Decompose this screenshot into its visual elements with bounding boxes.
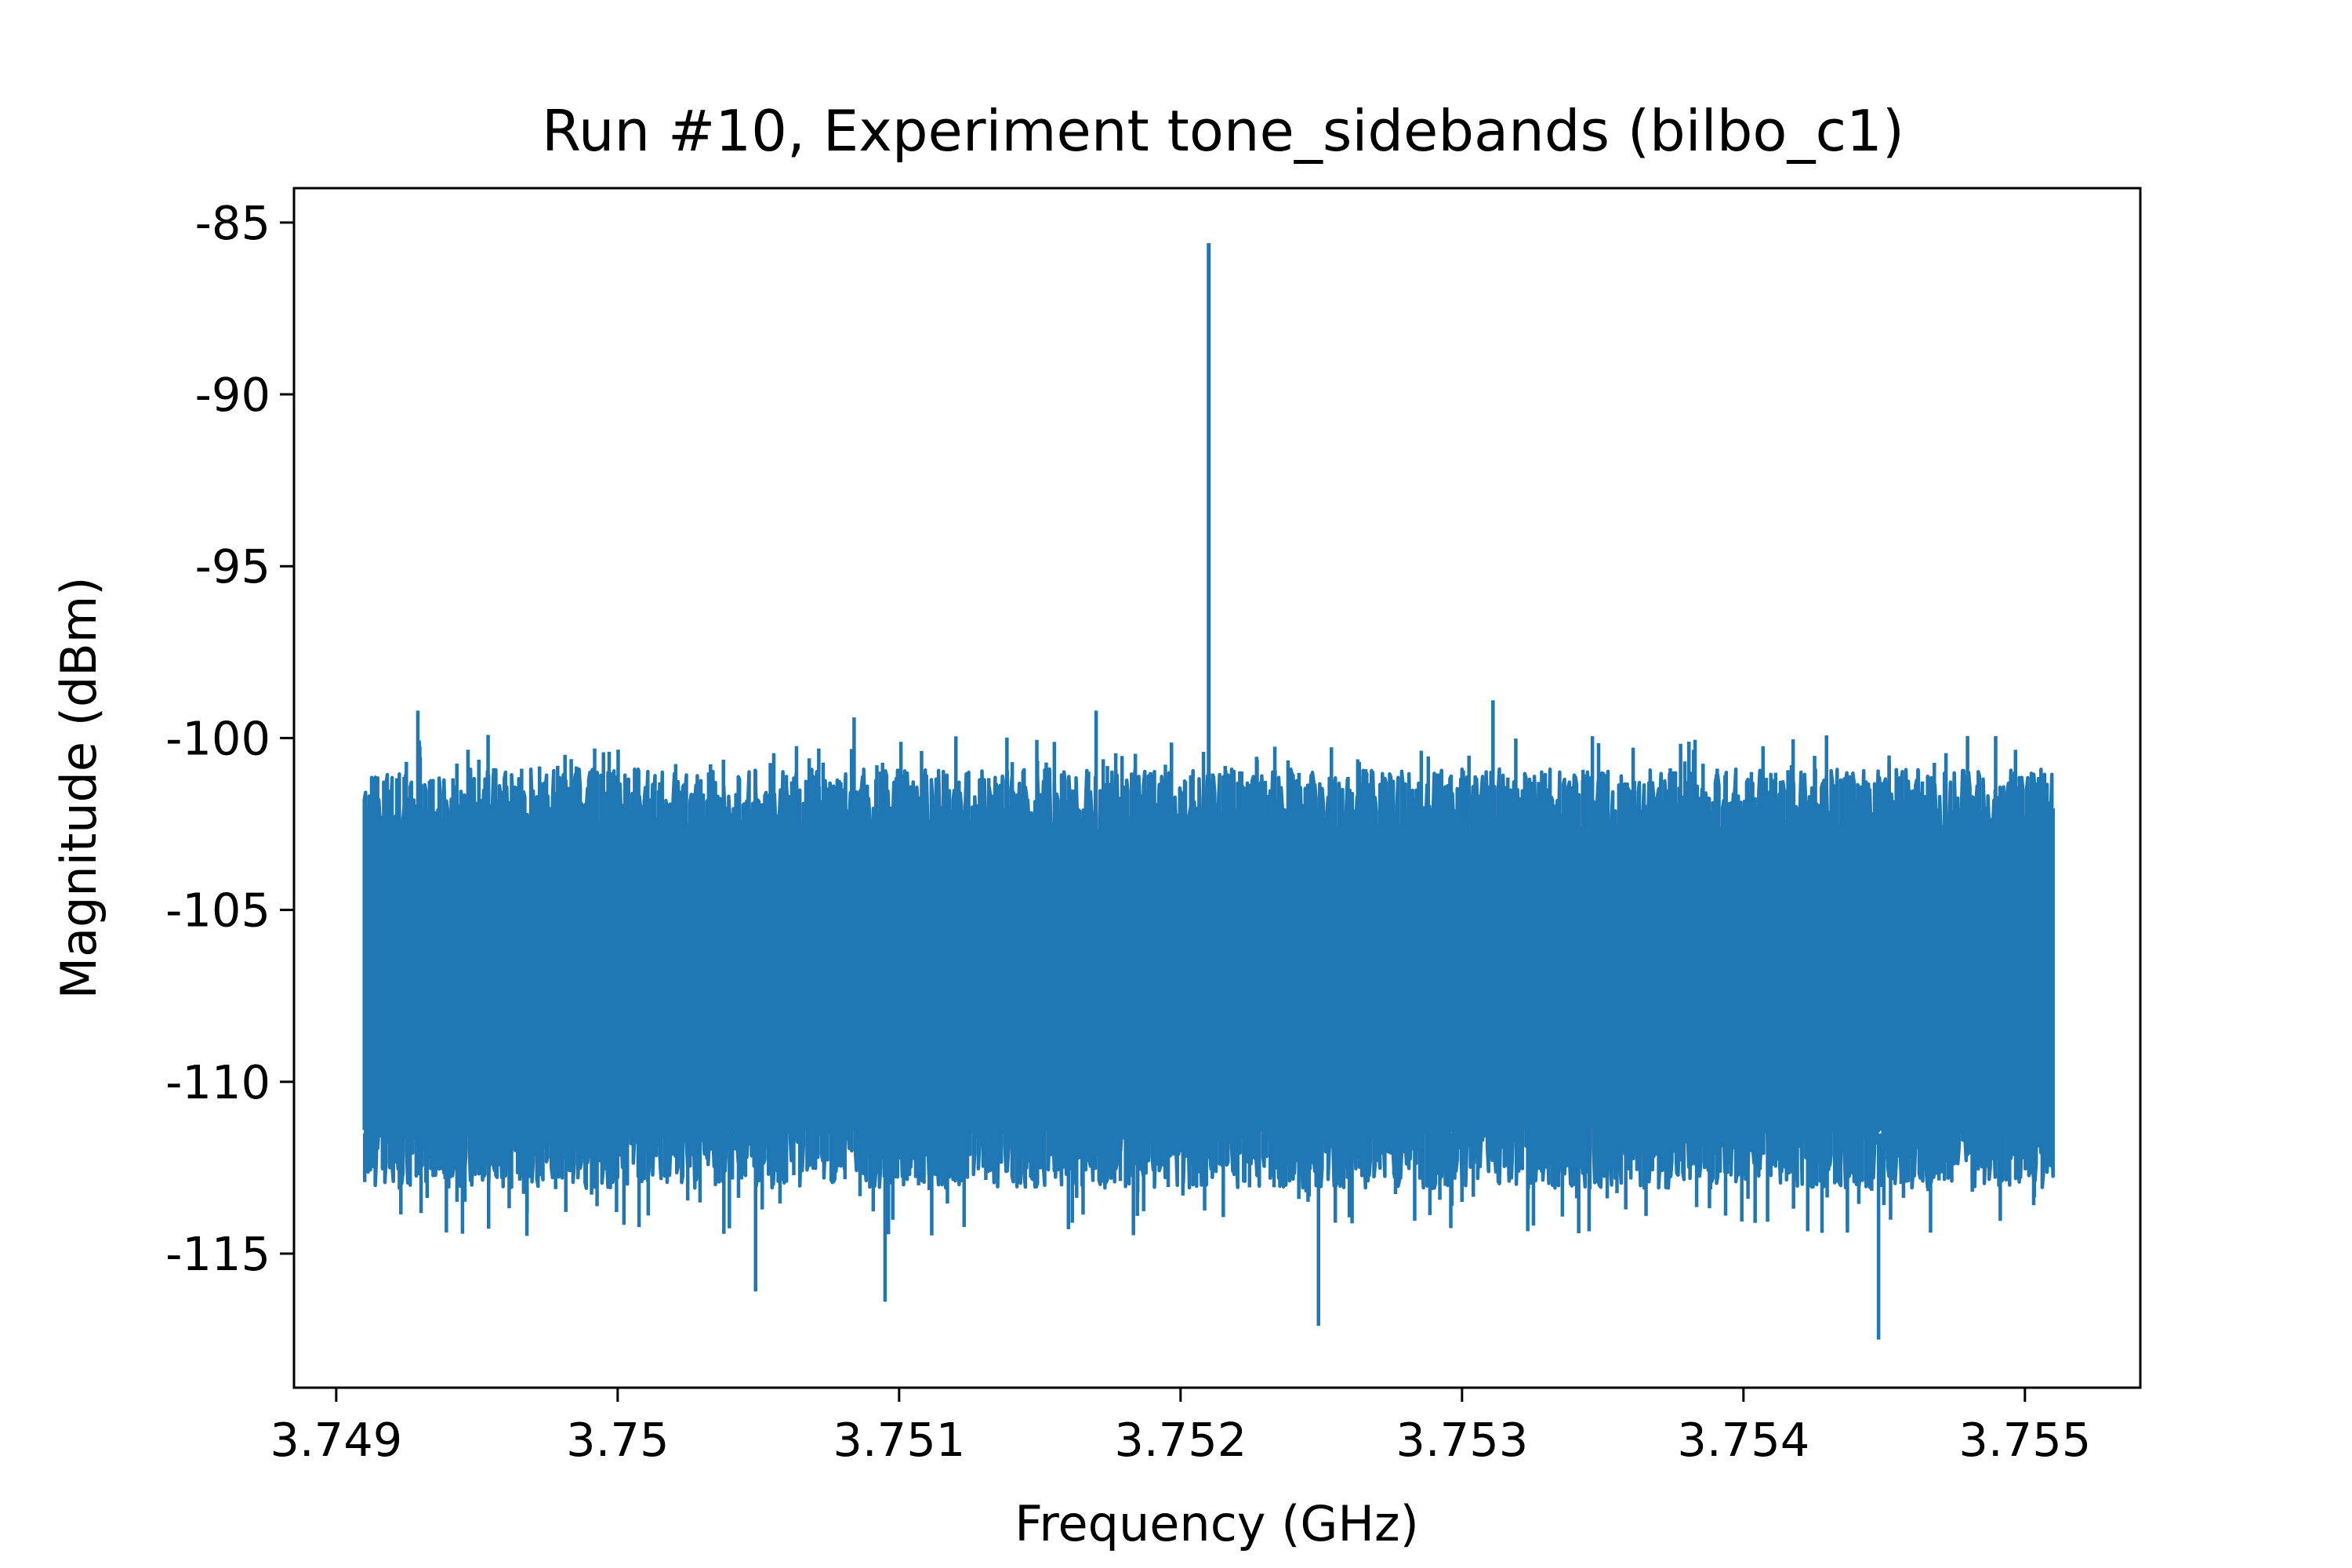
x-tick-label: 3.753 [1396,1413,1528,1467]
y-tick-label: -100 [165,711,270,765]
y-tick-label: -90 [195,368,270,422]
y-tick-label: -85 [195,196,270,250]
plot-frame [292,187,2142,1389]
y-tick-label: -115 [165,1227,270,1281]
x-tick-label: 3.752 [1114,1413,1247,1467]
y-tick-label: -95 [195,539,270,593]
x-tick-label: 3.755 [1958,1413,2091,1467]
x-tick-label: 3.75 [566,1413,669,1467]
chart-title: Run #10, Experiment tone_sidebands (bilb… [542,98,1904,164]
x-tick-label: 3.749 [270,1413,402,1467]
y-tick-label: -105 [165,884,270,938]
series-line [362,767,2055,1190]
x-axis: 3.749 3.75 3.751 3.752 3.753 3.754 3.755 [270,1388,2091,1467]
y-axis: -85 -90 -95 -100 -105 -110 -115 [165,196,294,1281]
x-tick-label: 3.751 [833,1413,965,1467]
series-line-group [362,243,2055,1340]
y-tick-label: -110 [165,1055,270,1109]
y-axis-label: Magnitude (dBm) [50,577,107,1000]
plot-area [292,187,2142,1389]
x-tick-label: 3.754 [1677,1413,1809,1467]
x-axis-label: Frequency (GHz) [1014,1495,1419,1552]
